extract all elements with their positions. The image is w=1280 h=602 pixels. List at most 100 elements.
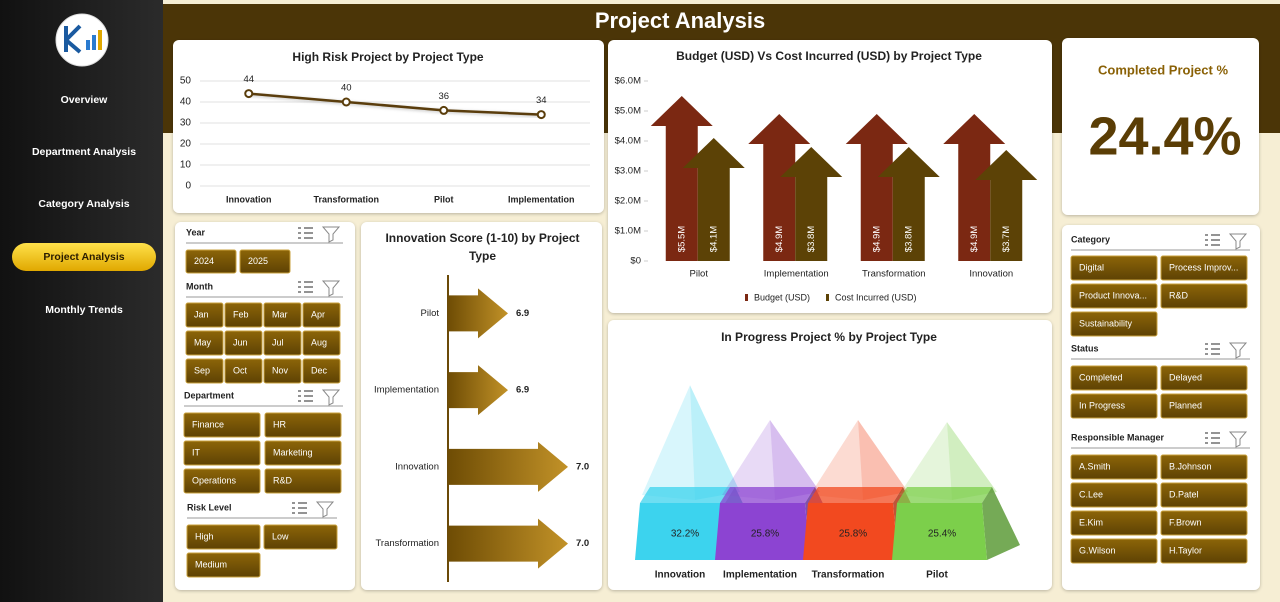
filter-option[interactable]: F.Brown	[1169, 517, 1202, 527]
filter-option[interactable]: HR	[273, 419, 286, 429]
filter-option[interactable]: May	[194, 337, 212, 347]
filter-option[interactable]: Planned	[1169, 400, 1202, 410]
filter-option[interactable]: Dec	[311, 365, 328, 375]
select-all-icon[interactable]	[298, 281, 313, 293]
select-all-icon[interactable]	[1205, 343, 1220, 355]
filter-option[interactable]: 2025	[248, 256, 268, 266]
filter-option[interactable]: Aug	[311, 337, 327, 347]
filter-button[interactable]	[264, 440, 342, 466]
filter-button[interactable]	[263, 302, 302, 328]
filter-button[interactable]	[186, 552, 261, 578]
active-nav-pill[interactable]	[12, 243, 156, 271]
filter-option[interactable]: Medium	[195, 559, 227, 569]
filter-button[interactable]	[264, 412, 342, 438]
filter-option[interactable]: Oct	[233, 365, 248, 375]
filter-button[interactable]	[1070, 311, 1158, 337]
filter-button[interactable]	[1070, 365, 1158, 391]
filter-button[interactable]	[302, 358, 341, 384]
filter-button[interactable]	[302, 302, 341, 328]
filter-button[interactable]	[1160, 538, 1248, 564]
nav-item[interactable]: Monthly Trends	[45, 304, 123, 316]
filter-option[interactable]: Marketing	[273, 447, 313, 457]
filter-option[interactable]: High	[195, 531, 214, 541]
filter-option[interactable]: Jun	[233, 337, 248, 347]
filter-button[interactable]	[183, 468, 261, 494]
filter-option[interactable]: Operations	[192, 475, 237, 485]
filter-button[interactable]	[1070, 482, 1158, 508]
clear-filter-icon[interactable]	[321, 389, 341, 406]
filter-option[interactable]: D.Patel	[1169, 489, 1199, 499]
filter-option[interactable]: R&D	[1169, 290, 1189, 300]
select-all-icon[interactable]	[1205, 432, 1220, 444]
filter-button[interactable]	[239, 249, 291, 274]
nav-item[interactable]: Department Analysis	[32, 146, 136, 158]
filter-button[interactable]	[1070, 538, 1158, 564]
filter-button[interactable]	[1160, 283, 1248, 309]
filter-option[interactable]: 2024	[194, 256, 214, 266]
filter-option[interactable]: E.Kim	[1079, 517, 1103, 527]
nav-item[interactable]: Category Analysis	[38, 198, 129, 210]
filter-option[interactable]: Sustainability	[1079, 318, 1133, 328]
filter-button[interactable]	[1070, 283, 1158, 309]
nav-item[interactable]: Project Analysis	[43, 251, 124, 263]
filter-button[interactable]	[1070, 510, 1158, 536]
clear-filter-icon[interactable]	[321, 280, 341, 297]
filter-button[interactable]	[183, 440, 261, 466]
filter-option[interactable]: Nov	[272, 365, 289, 375]
filter-button[interactable]	[1070, 454, 1158, 480]
filter-option[interactable]: A.Smith	[1079, 461, 1111, 471]
filter-option[interactable]: R&D	[273, 475, 293, 485]
filter-button[interactable]	[186, 524, 261, 550]
filter-option[interactable]: Sep	[194, 365, 210, 375]
filter-button[interactable]	[1070, 393, 1158, 419]
filter-button[interactable]	[224, 302, 263, 328]
filter-option[interactable]: IT	[192, 447, 201, 457]
clear-filter-icon[interactable]	[321, 226, 341, 243]
filter-option[interactable]: Finance	[192, 419, 224, 429]
filter-option[interactable]: In Progress	[1079, 400, 1126, 410]
filter-button[interactable]	[224, 358, 263, 384]
filter-button[interactable]	[264, 468, 342, 494]
filter-option[interactable]: Mar	[272, 309, 288, 319]
clear-filter-icon[interactable]	[315, 501, 335, 518]
filter-button[interactable]	[224, 330, 263, 356]
filter-button[interactable]	[302, 330, 341, 356]
filter-option[interactable]: G.Wilson	[1079, 545, 1116, 555]
filter-button[interactable]	[1160, 510, 1248, 536]
filter-button[interactable]	[1160, 365, 1248, 391]
filter-button[interactable]	[185, 330, 224, 356]
filter-option[interactable]: Process Improv...	[1169, 262, 1238, 272]
clear-filter-icon[interactable]	[1228, 431, 1248, 448]
filter-button[interactable]	[1160, 393, 1248, 419]
clear-filter-icon[interactable]	[1228, 233, 1248, 250]
filter-button[interactable]	[185, 302, 224, 328]
filter-option[interactable]: Jan	[194, 309, 209, 319]
filter-option[interactable]: Low	[272, 531, 289, 541]
filter-button[interactable]	[183, 412, 261, 438]
filter-option[interactable]: Jul	[272, 337, 284, 347]
nav-item[interactable]: Overview	[61, 94, 109, 106]
filter-button[interactable]	[1160, 255, 1248, 281]
select-all-icon[interactable]	[292, 502, 307, 514]
filter-option[interactable]: Completed	[1079, 372, 1123, 382]
filter-option[interactable]: Digital	[1079, 262, 1104, 272]
select-all-icon[interactable]	[298, 390, 313, 402]
filter-option[interactable]: H.Taylor	[1169, 545, 1202, 555]
filter-option[interactable]: Product Innova...	[1079, 290, 1147, 300]
filter-button[interactable]	[263, 330, 302, 356]
filter-option[interactable]: Delayed	[1169, 372, 1202, 382]
filter-button[interactable]	[1160, 482, 1248, 508]
filter-button[interactable]	[1160, 454, 1248, 480]
select-all-icon[interactable]	[1205, 234, 1220, 246]
clear-filter-icon[interactable]	[1228, 342, 1248, 359]
filter-button[interactable]	[263, 524, 338, 550]
filter-button[interactable]	[1070, 255, 1158, 281]
filter-option[interactable]: B.Johnson	[1169, 461, 1212, 471]
filter-option[interactable]: Apr	[311, 309, 325, 319]
filter-button[interactable]	[185, 358, 224, 384]
filter-button[interactable]	[185, 249, 237, 274]
filter-option[interactable]: Feb	[233, 309, 249, 319]
select-all-icon[interactable]	[298, 227, 313, 239]
filter-button[interactable]	[263, 358, 302, 384]
filter-option[interactable]: C.Lee	[1079, 489, 1103, 499]
